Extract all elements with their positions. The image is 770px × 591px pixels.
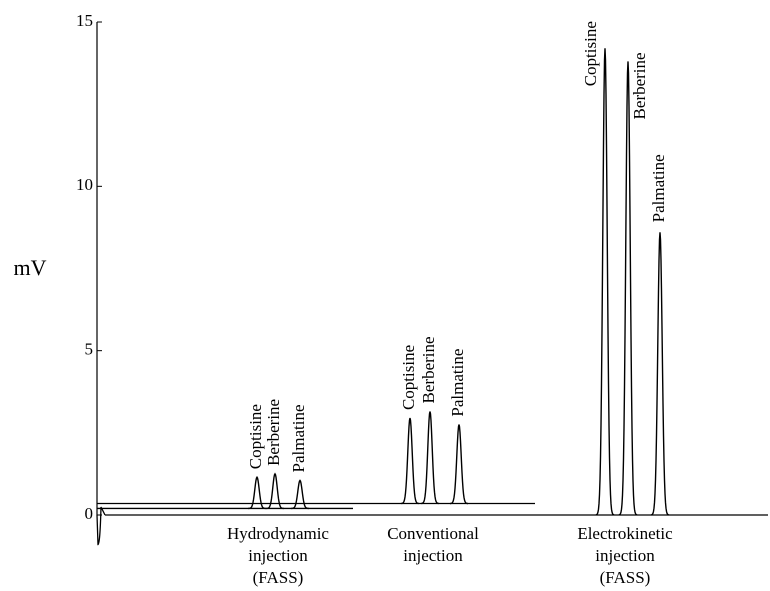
peak [595,48,615,516]
trace-annotation: (FASS) [253,568,304,587]
y-tick-label: 0 [85,504,94,523]
y-tick-label: 10 [76,175,93,194]
peak [650,232,670,516]
peak-label: Coptisine [399,345,418,410]
peak [248,475,266,510]
peak-label: Palmatine [448,349,467,417]
trace-annotation: injection [248,546,308,565]
peak [450,424,468,505]
peak [420,411,440,505]
peak [291,479,309,510]
trace-annotation: injection [595,546,655,565]
baseline-dip [96,506,106,546]
y-tick-label: 5 [85,340,94,359]
trace-annotation: (FASS) [600,568,651,587]
peak-label: Berberine [419,336,438,403]
peak [618,61,638,516]
y-tick-label: 15 [76,11,93,30]
peak-label: Coptisine [246,404,265,469]
y-axis-label: mV [14,255,47,280]
peak-label: Coptisine [581,21,600,86]
peak [266,472,284,510]
trace-annotation: Conventional [387,524,479,543]
peak-label: Berberine [264,399,283,466]
peak [400,417,420,505]
trace-annotation: Electrokinetic [577,524,673,543]
peak-label: Palmatine [289,405,308,473]
peak-label: Berberine [630,52,649,119]
trace-annotation: injection [403,546,463,565]
trace-annotation: Hydrodynamic [227,524,329,543]
peak-label: Palmatine [649,154,668,222]
